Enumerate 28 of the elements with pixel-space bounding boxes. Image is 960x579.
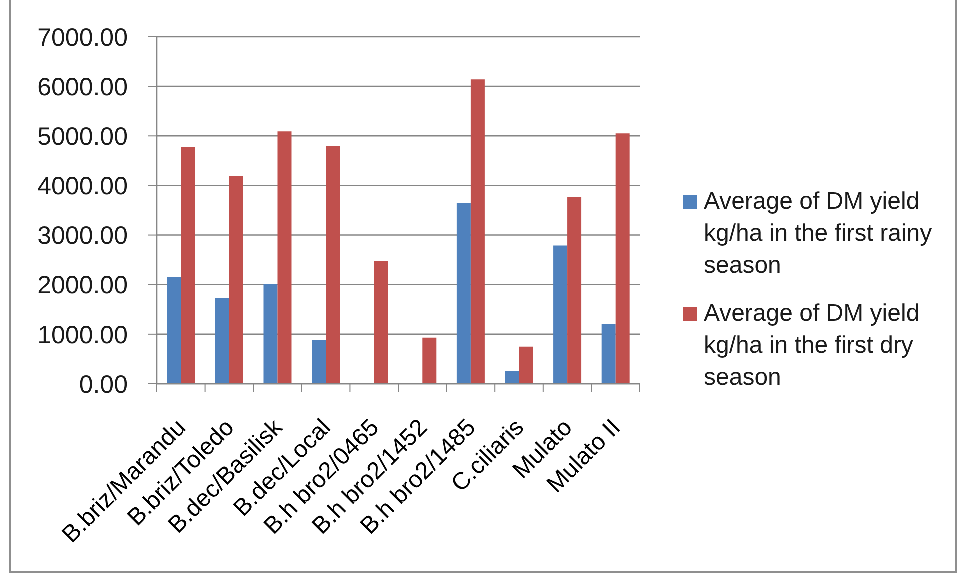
y-tick-label: 1000.00 bbox=[38, 321, 128, 350]
bar bbox=[616, 134, 630, 384]
bar bbox=[456, 203, 471, 384]
y-tick-label: 6000.00 bbox=[38, 73, 128, 102]
bar bbox=[422, 338, 437, 384]
y-tick-label: 7000.00 bbox=[38, 24, 128, 52]
y-tick-label: 4000.00 bbox=[38, 172, 128, 201]
bar bbox=[505, 371, 520, 384]
y-tick-label: 0.00 bbox=[79, 370, 128, 399]
bar bbox=[326, 146, 340, 384]
bar bbox=[278, 132, 292, 384]
bar bbox=[602, 324, 616, 384]
bar bbox=[470, 80, 485, 384]
y-tick-label: 3000.00 bbox=[38, 222, 128, 250]
bar bbox=[519, 346, 534, 384]
bar bbox=[568, 197, 582, 384]
bar bbox=[554, 246, 568, 384]
legend-label: Average of DM yield kg/ha in the first dry season bbox=[704, 300, 920, 390]
bar bbox=[312, 340, 326, 384]
legend-label: Average of DM yield kg/ha in the first rainy season bbox=[704, 188, 932, 278]
bar bbox=[229, 176, 244, 384]
bar bbox=[374, 261, 388, 384]
bar bbox=[215, 298, 230, 384]
y-tick-label: 2000.00 bbox=[38, 272, 128, 300]
bar bbox=[181, 147, 196, 384]
bar bbox=[264, 284, 278, 384]
y-tick-label: 5000.00 bbox=[38, 123, 128, 152]
bar bbox=[167, 277, 182, 384]
